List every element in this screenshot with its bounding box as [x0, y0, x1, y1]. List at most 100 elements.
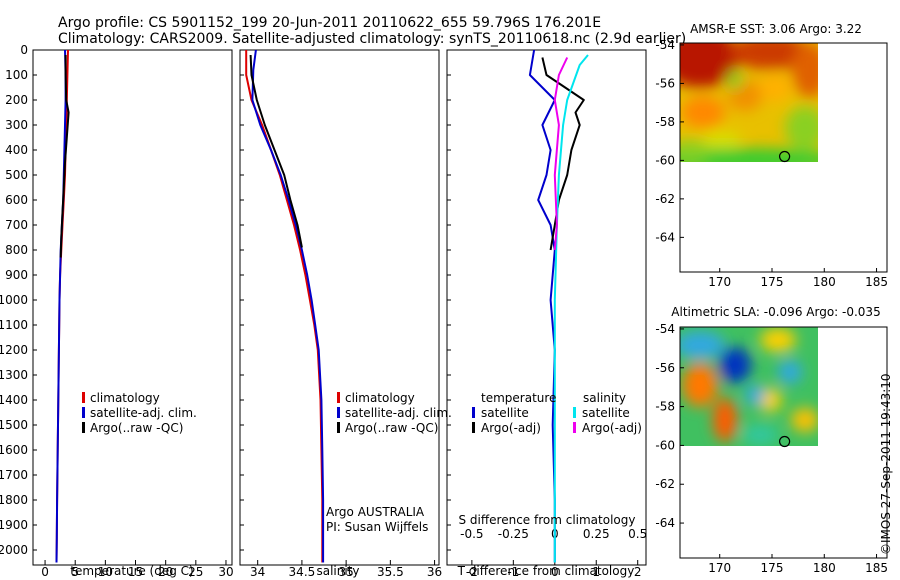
difference-plot: -2 -1 0 1 2-0.5 -0.25 0 0.25 0.5: [447, 49, 647, 579]
legend-swatch-temp-argo: [472, 422, 475, 433]
map-x-tick-label: 175: [761, 275, 784, 289]
x-tick-label: 2: [634, 565, 642, 579]
map-y-tick-label: -58: [655, 400, 675, 414]
legend-sal-satellite: satellite: [582, 406, 630, 420]
series-line-sal_satellite: [553, 54, 589, 563]
x-tick-label: 34: [250, 565, 265, 579]
depth-tick-label: 1800: [0, 493, 28, 507]
sst-heatmap: [680, 43, 818, 162]
x-tick-label: 35.5: [377, 565, 404, 579]
depth-tick-label: 700: [5, 218, 28, 232]
legend-satellite-adj: satellite-adj. clim.: [90, 406, 197, 420]
legend-satellite-adj: satellite-adj. clim.: [345, 406, 452, 420]
legend-swatch-temp-satellite: [472, 407, 475, 418]
depth-tick-label: 400: [5, 143, 28, 157]
legend-swatch-climatology: [82, 392, 85, 403]
legend-swatch-sal-satellite: [573, 407, 576, 418]
x2-tick-label: 0.5: [628, 527, 647, 541]
series-line-satellite: [55, 49, 67, 563]
x-tick-label: -1: [507, 565, 519, 579]
series-line-satellite: [528, 49, 556, 563]
legend-temperature-title: temperature: [481, 391, 556, 405]
temperature-panel-frame: [32, 49, 233, 566]
depth-tick-label: 1500: [0, 418, 28, 432]
map-y-tick-label: -58: [655, 115, 675, 129]
temperature-xlabel: temperature (deg C): [70, 564, 193, 578]
depth-tick-label: 500: [5, 168, 28, 182]
depth-tick-label: 900: [5, 268, 28, 282]
x-tick-label: 0: [551, 565, 559, 579]
x-tick-label: -2: [466, 565, 478, 579]
map-y-tick-label: -60: [655, 153, 675, 167]
sla-map-frame: [679, 326, 888, 559]
depth-tick-label: 2000: [0, 543, 28, 557]
sla-heatmap: [680, 327, 818, 446]
legend-temp-argo: Argo(-adj): [481, 421, 541, 435]
map-y-tick-label: -56: [655, 361, 675, 375]
sst-map-title: AMSR-E SST: 3.06 Argo: 3.22: [690, 22, 862, 36]
map-y-tick-label: -56: [655, 76, 675, 90]
map-y-tick-label: -62: [655, 477, 675, 491]
legend-swatch-satellite: [82, 407, 85, 418]
legend-swatch-sal-argo: [573, 422, 576, 433]
map-y-tick-label: -54: [655, 38, 675, 52]
map-y-tick-label: -62: [655, 192, 675, 206]
depth-tick-label: 1200: [0, 343, 28, 357]
x-tick-label: 20: [158, 565, 173, 579]
legend-argo: Argo(..raw -QC): [345, 421, 438, 435]
x-tick-label: 10: [98, 565, 113, 579]
depth-tick-label: 100: [5, 68, 28, 82]
legend-salinity-title: salinity: [583, 391, 626, 405]
temperature-plot: 0 5 10 15 20 25 30: [33, 49, 234, 579]
map-y-tick-label: -64: [655, 516, 675, 530]
series-line-argo: [59, 55, 70, 258]
map-y-tick-label: -60: [655, 438, 675, 452]
argo-program-label: Argo AUSTRALIA: [326, 505, 425, 519]
series-line-argo: [249, 54, 303, 248]
map-y-tick-label: -64: [655, 230, 675, 244]
sla-map-title: Altimetric SLA: -0.096 Argo: -0.035: [671, 305, 880, 319]
depth-tick-label: 1600: [0, 443, 28, 457]
sst-map-frame: [679, 42, 888, 273]
x-tick-label: 34.5: [289, 565, 316, 579]
map-x-tick-label: 185: [865, 561, 888, 575]
depth-tick-label: 1300: [0, 368, 28, 382]
difference-xlabel: T difference from climatology: [457, 564, 635, 578]
salinity-xlabel: salinity: [316, 564, 359, 578]
map-x-tick-label: 175: [761, 561, 784, 575]
depth-tick-label: 0: [20, 43, 28, 57]
x2-tick-label: 0.25: [583, 527, 610, 541]
difference-panel-frame: [446, 49, 647, 566]
legend-swatch-satellite: [337, 407, 340, 418]
depth-axis: 0 100 200 300 400 500 600 700 800 900 1000 1100 1200…: [0, 43, 37, 557]
x-tick-label: 30: [218, 565, 233, 579]
depth-tick-label: 1400: [0, 393, 28, 407]
map-x-tick-label: 180: [813, 275, 836, 289]
imos-watermark: ©IMOS 27-Sep-2011 19:43:10: [879, 373, 893, 555]
series-line-satellite: [251, 49, 325, 563]
x-tick-label: 35: [338, 565, 353, 579]
difference-x2label: S difference from climatology: [459, 513, 636, 527]
sla-map-axes: 170 175 180 185 -54 -56 -58 -60 -62 -64: [655, 322, 888, 575]
map-y-tick-label: -54: [655, 322, 675, 336]
depth-tick-label: 1900: [0, 518, 28, 532]
sst-argo-position-marker: [778, 150, 791, 163]
x-tick-label: 36: [427, 565, 442, 579]
salinity-panel-frame: [239, 49, 440, 566]
map-x-tick-label: 170: [708, 275, 731, 289]
series-line-sal_argo: [553, 57, 569, 251]
x2-tick-label: -0.5: [460, 527, 483, 541]
depth-tick-label: 1000: [0, 293, 28, 307]
depth-tick-label: 600: [5, 193, 28, 207]
legend-argo: Argo(..raw -QC): [90, 421, 183, 435]
x-tick-label: 15: [128, 565, 143, 579]
x2-tick-label: -0.25: [498, 527, 529, 541]
legend-swatch-argo: [82, 422, 85, 433]
salinity-legend: climatology satellite-adj. clim. Argo(..…: [337, 391, 452, 435]
x-tick-label: 1: [592, 565, 600, 579]
temperature-legend: climatology satellite-adj. clim. Argo(..…: [82, 391, 197, 435]
legend-swatch-climatology: [337, 392, 340, 403]
legend-sal-argo: Argo(-adj): [582, 421, 642, 435]
x-tick-label: 0: [41, 565, 49, 579]
